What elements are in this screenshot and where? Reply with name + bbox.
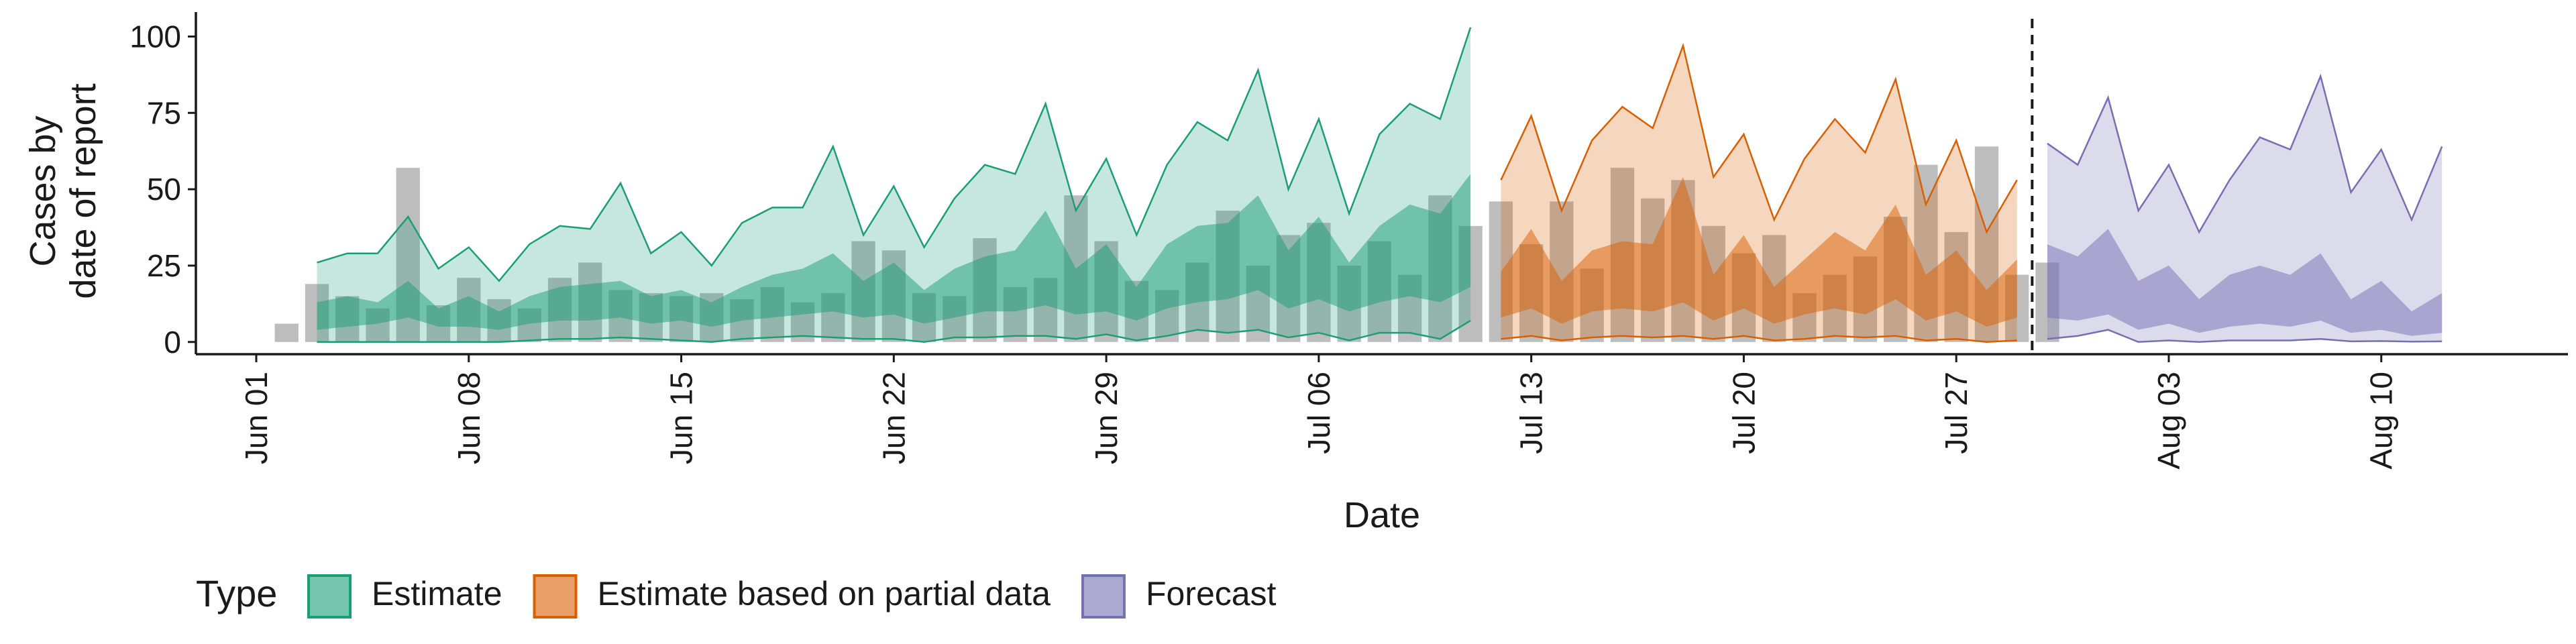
x-tick-label: Aug 03 [2151,372,2186,470]
x-tick-label: Jun 22 [876,372,911,464]
y-axis-title-line: date of report [63,83,103,299]
legend-swatch [533,574,578,619]
x-tick-label: Jul 06 [1301,372,1336,454]
estimate-bands [317,27,2443,343]
y-tick-label: 50 [147,172,181,207]
axes: 0 25 50 75 100 Jun 01 Jun 08 Jun 15 Jun 22 Jun 29… [129,12,2568,470]
x-tick-label: Jul 20 [1726,372,1761,454]
legend-label: Estimate [372,575,502,612]
y-tick-label: 0 [164,325,181,360]
legend-swatch [1081,574,1126,619]
legend: Type Estimate Estimate based on partial da… [196,572,1277,619]
x-axis-title: Date [1344,495,1420,535]
estimate-based-on-partial-data-lower-line [1501,335,2017,343]
x-tick-label: Jun 29 [1089,372,1124,464]
observed-case-bar [274,323,299,342]
estimate-50-band [317,174,1471,330]
y-tick-label: 75 [147,95,181,130]
forecast-upper-line [2047,73,2443,234]
estimate-lower-line [317,319,1471,343]
legend-title: Type [196,572,277,614]
x-tick-label: Jul 13 [1514,372,1549,454]
y-tick-label: 100 [129,19,181,54]
forecast-50-band [2047,229,2443,336]
forecast-lower-line [2047,329,2443,343]
legend-swatch [307,574,352,619]
y-axis-title-line: Cases by [23,115,63,266]
legend-label: Estimate based on partial data [598,575,1051,612]
forecast-90-band [2047,76,2443,342]
y-tick-label: 25 [147,248,181,283]
legend-label: Forecast [1146,575,1277,612]
y-axis-title: Cases bydate of report [23,83,103,299]
estimate-based-on-partial-data-upper-line [1500,42,2018,234]
x-tick-label: Jun 08 [451,372,486,464]
x-tick-label: Jun 01 [239,372,274,464]
estimate-upper-line [317,27,1472,282]
x-tick-label: Jun 15 [664,372,699,464]
estimate-based-on-partial-data-50-band [1501,176,2017,327]
x-tick-label: Jul 27 [1939,372,1974,454]
x-tick-label: Aug 10 [2364,372,2399,470]
